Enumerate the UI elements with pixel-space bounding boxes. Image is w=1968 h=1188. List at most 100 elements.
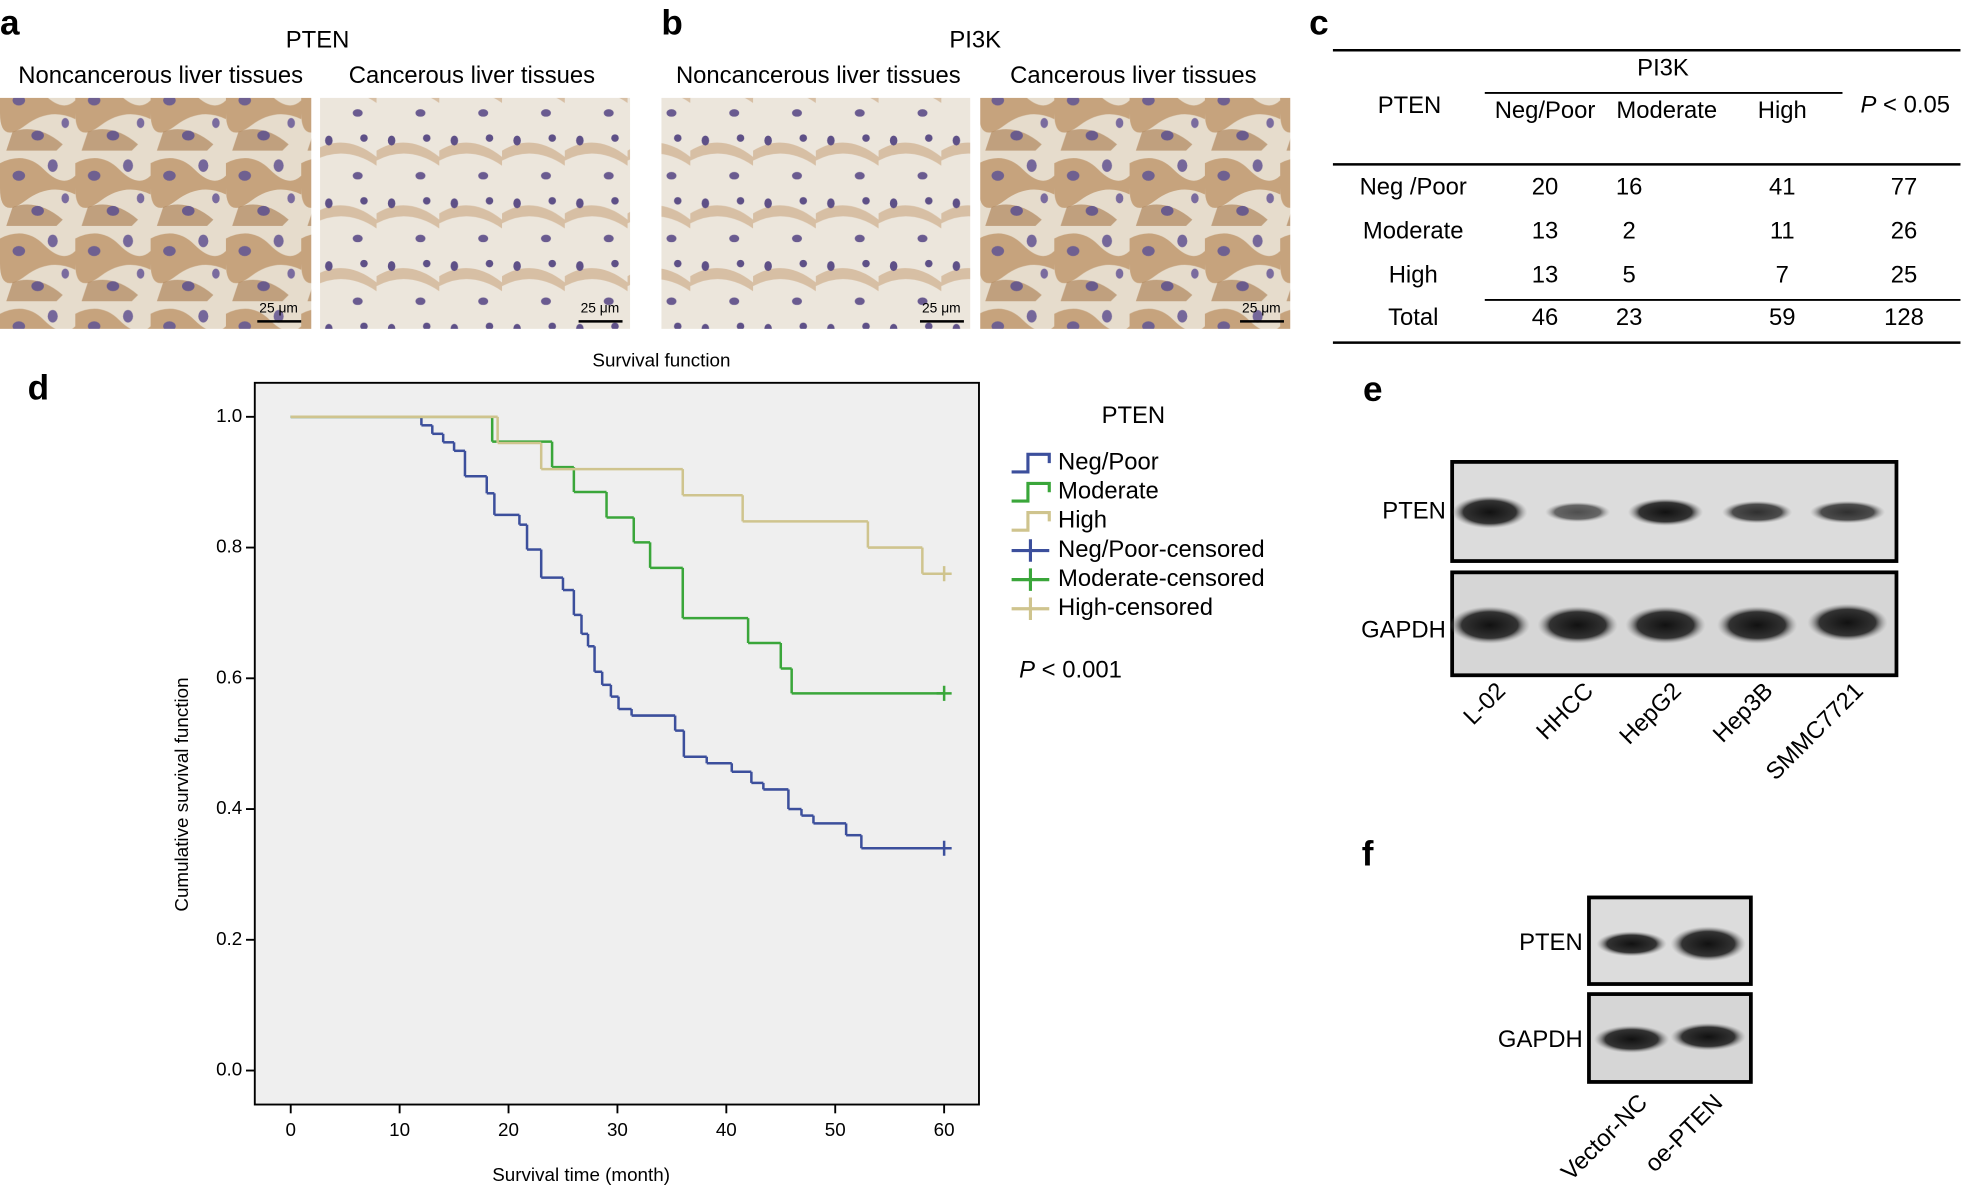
panel-label: c [1309, 3, 1329, 42]
row-label: PTEN [1519, 929, 1583, 956]
band [1722, 500, 1793, 524]
annotation: P < 0.001 [1019, 657, 1122, 684]
row-label: GAPDH [1361, 617, 1446, 644]
x-tick-label: 10 [389, 1119, 410, 1140]
band [1809, 500, 1886, 524]
column-header: High [1758, 97, 1807, 124]
band [1670, 1022, 1746, 1051]
cell: 2 [1622, 217, 1635, 244]
caption: Cancerous liver tissues [1010, 62, 1256, 89]
band [1452, 495, 1528, 529]
cell: 13 [1532, 217, 1559, 244]
caption: Cancerous liver tissues [349, 62, 595, 89]
cell: 7 [1776, 261, 1789, 288]
cell: 59 [1769, 304, 1796, 331]
cell: 46 [1532, 304, 1559, 331]
cell: 26 [1891, 217, 1918, 244]
y-tick-label: 0.4 [216, 797, 242, 818]
band [1670, 926, 1746, 962]
caption: Noncancerous liver tissues [676, 62, 961, 89]
band [1449, 606, 1530, 644]
y-tick-label: 0.6 [216, 666, 242, 687]
p-value: P < 0.05 [1861, 92, 1950, 119]
column-header: Moderate [1616, 97, 1717, 124]
panel-label: f [1362, 834, 1374, 873]
legend-symbol [1011, 539, 1050, 562]
row-label: PTEN [1382, 497, 1446, 524]
cell: 11 [1770, 217, 1795, 244]
x-tick-label: 50 [825, 1119, 846, 1140]
lane-label: Hep3B [1708, 677, 1779, 748]
km-chart: d Survival function Survival time (month… [28, 349, 1265, 1185]
legend-symbol [1011, 511, 1051, 532]
lane-label: Vector-NC [1556, 1089, 1653, 1186]
row-label: Total [1388, 304, 1438, 331]
scale-bar-label: 25 μm [1242, 300, 1281, 315]
cell: 77 [1891, 174, 1918, 201]
cell: 128 [1884, 304, 1924, 331]
lane-label: L-02 [1458, 677, 1511, 730]
row-label: Neg /Poor [1360, 174, 1467, 201]
p-text: < 0.05 [1883, 92, 1950, 119]
column-group: PI3K [1637, 54, 1689, 81]
legend-symbol [1011, 452, 1051, 474]
x-axis-label: Survival time (month) [492, 1164, 670, 1185]
x-tick-label: 20 [498, 1119, 519, 1140]
band [1627, 498, 1704, 526]
x-tick-label: 30 [607, 1119, 628, 1140]
cell: 41 [1769, 174, 1796, 201]
chart-title: Survival function [592, 349, 730, 370]
micrograph [661, 97, 971, 329]
x-tick-label: 40 [716, 1119, 737, 1140]
lane-label: HHCC [1531, 677, 1599, 745]
y-tick-label: 0.0 [216, 1059, 242, 1080]
scale-bar-label: 25 μm [259, 300, 298, 315]
plot-area [253, 381, 980, 1106]
cell: 5 [1622, 261, 1635, 288]
cell: 13 [1532, 261, 1559, 288]
cell: 23 [1616, 304, 1643, 331]
band [1593, 1025, 1670, 1054]
legend-symbol [1011, 597, 1050, 621]
scale-bar-label: 25 μm [581, 300, 620, 315]
cell: 25 [1891, 261, 1918, 288]
p-symbol: P [1861, 92, 1877, 119]
legend-symbol [1011, 568, 1050, 591]
cell: 16 [1616, 174, 1643, 201]
band [1596, 931, 1667, 957]
micrograph [0, 97, 312, 329]
y-tick-label: 0.8 [216, 536, 242, 557]
panel-label: e [1363, 370, 1383, 409]
lane-label: HepG2 [1614, 677, 1686, 749]
row-label: Moderate [1363, 217, 1464, 244]
x-tick-label: 0 [285, 1119, 295, 1140]
column-header: Neg/Poor [1495, 97, 1596, 124]
cell: 20 [1532, 174, 1559, 201]
band [1625, 606, 1706, 644]
x-tick-label: 60 [934, 1119, 955, 1140]
band [1545, 502, 1611, 523]
y-tick-label: 0.2 [216, 928, 242, 949]
row-label: High [1389, 261, 1438, 288]
censor-mark [936, 566, 952, 582]
scale-bar-label: 25 μm [922, 300, 961, 315]
lane-label: oe-PTEN [1640, 1089, 1728, 1177]
legend-label: High-censored [1058, 594, 1213, 621]
panel-label: b [661, 3, 682, 42]
row-header: PTEN [1378, 92, 1442, 119]
censor-mark [936, 685, 952, 701]
legend-label: Neg/Poor-censored [1058, 536, 1265, 563]
legend-title: PTEN [1102, 402, 1166, 429]
y-axis-label: Cumulative survival function [171, 677, 192, 911]
legend-label: Moderate-censored [1058, 565, 1265, 592]
lane-label: SMMC7721 [1761, 677, 1869, 785]
band [1807, 603, 1888, 642]
annotation-text: < 0.001 [1042, 657, 1122, 684]
y-tick-label: 1.0 [216, 405, 242, 426]
legend-symbol [1011, 481, 1051, 503]
band [1537, 606, 1618, 644]
micrograph [320, 97, 631, 329]
micrograph [980, 97, 1291, 329]
